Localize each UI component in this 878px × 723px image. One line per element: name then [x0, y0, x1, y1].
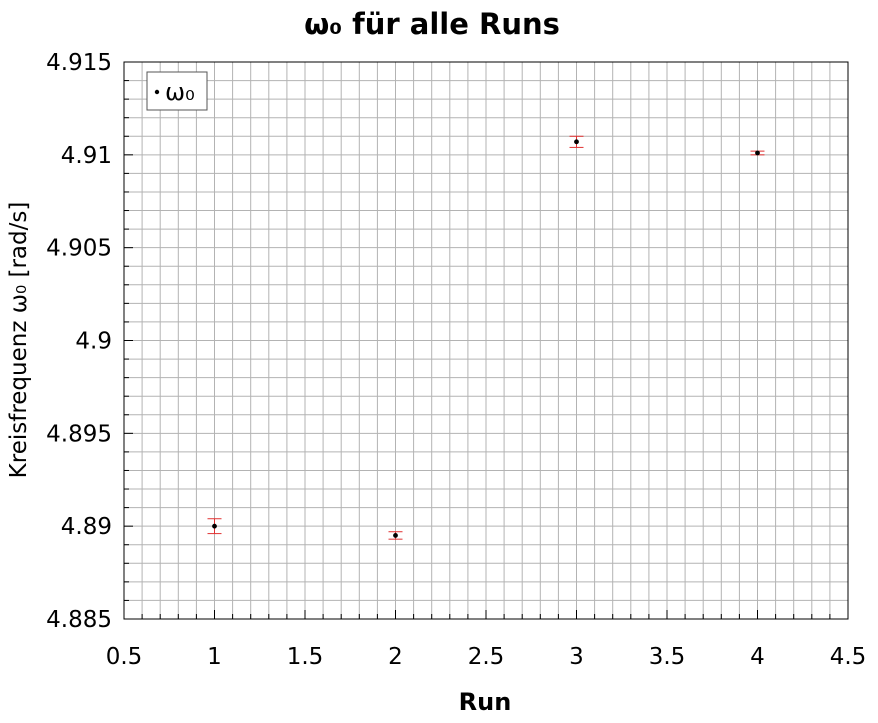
data-point [388, 531, 403, 540]
x-tick-label: 2 [388, 644, 403, 670]
x-tick-label: 0.5 [106, 644, 143, 670]
chart-title: ω₀ für alle Runs [304, 7, 560, 41]
y-tick-label: 4.915 [46, 50, 112, 76]
x-axis-label: Run [459, 688, 512, 716]
grid [123, 61, 849, 620]
y-tick-label: 4.91 [61, 143, 112, 169]
point-marker [574, 139, 579, 145]
y-tick-label: 4.895 [46, 421, 112, 447]
axis-ticks [123, 61, 849, 620]
x-tick-label: 3 [569, 644, 584, 670]
x-tick-labels: 0.5 1 1.5 2 2.5 3 3.5 4 4.5 [106, 644, 867, 670]
x-tick-label: 1 [207, 644, 222, 670]
point-marker [393, 533, 398, 538]
y-axis-label: Kreisfrequenz ω₀ [rad/s] [6, 202, 32, 479]
y-tick-labels: 4.885 4.89 4.895 4.9 4.905 4.91 4.915 [46, 50, 112, 633]
point-marker [755, 150, 760, 156]
y-tick-label: 4.89 [61, 514, 112, 540]
x-tick-label: 3.5 [649, 644, 686, 670]
data-point [750, 150, 765, 156]
data-point [207, 518, 222, 535]
x-tick-label: 4.5 [830, 644, 867, 670]
y-tick-label: 4.905 [46, 236, 112, 262]
legend-label: ω₀ [165, 78, 195, 106]
y-tick-label: 4.885 [46, 607, 112, 633]
data-points [207, 135, 765, 540]
point-marker [212, 523, 217, 529]
legend: ω₀ [146, 71, 208, 111]
x-tick-label: 1.5 [287, 644, 324, 670]
x-tick-label: 2.5 [468, 644, 505, 670]
data-point [569, 135, 584, 148]
y-tick-label: 4.9 [75, 329, 112, 355]
legend-marker [154, 89, 160, 95]
x-tick-label: 4 [750, 644, 765, 670]
